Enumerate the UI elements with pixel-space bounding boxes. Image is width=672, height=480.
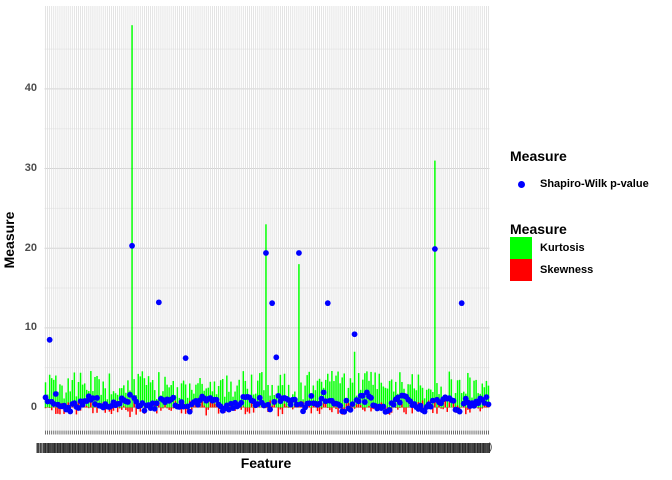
legend-item-skewness-label: Skewness [540,264,594,276]
legend-item-shapiro: Shapiro-Wilk p-value [510,177,649,191]
y-tick-label-40: 40 [24,82,37,94]
strip-left-speckle [36,443,45,453]
x-axis-title: Feature [240,455,292,471]
legend-shapiro-title: Measure [510,148,567,164]
y-tick-label-0: 0 [30,401,37,413]
skewness-swatch-icon [510,259,532,281]
legend-item-kurtosis-label: Kurtosis [540,242,585,254]
y-tick-label-10: 10 [24,321,37,333]
y-tick-label-30: 30 [24,162,37,174]
legend-item-shapiro-label: Shapiro-Wilk p-value [540,178,649,190]
y-axis-title: Measure [1,211,17,269]
legend-shapiro: Measure Shapiro-Wilk p-value [510,149,649,191]
legend-fills-title: Measure [510,221,567,237]
kurtosis-swatch-icon [510,237,532,259]
legend-item-kurtosis: Kurtosis [510,237,593,259]
x-axis-crushed-labels-strip [36,443,490,453]
x-axis-trailing-glyph: ) [489,442,493,453]
legend-item-skewness: Skewness [510,259,593,281]
shapiro-point-key-icon [517,180,525,188]
legend-fills: Measure Kurtosis Skewness [510,222,593,281]
y-tick-label-20: 20 [24,242,37,254]
